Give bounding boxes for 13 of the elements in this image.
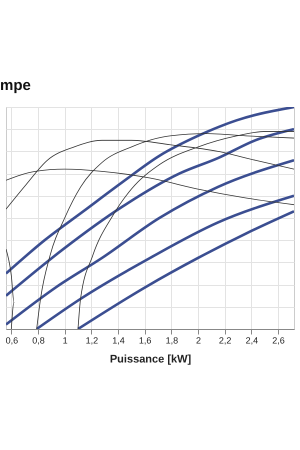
x-tick-label: 2,6 [272, 336, 285, 346]
x-tick-label: 1,8 [166, 336, 178, 346]
x-tick-label: 1,2 [86, 336, 98, 346]
x-tick-label: 1,6 [138, 336, 152, 346]
chart-title: mpe [0, 77, 31, 94]
x-tick-label: 2,2 [218, 336, 232, 346]
x-tick-label: 0,6 [6, 336, 18, 346]
x-tick-label: 1,4 [112, 336, 125, 346]
x-tick-label: 2,4 [246, 336, 258, 346]
x-tick-label: 0,8 [32, 336, 45, 346]
x-tick-label: 2 [196, 336, 202, 346]
x-tick-label: 1 [62, 336, 68, 346]
x-axis-title: Puissance [kW] [110, 354, 192, 366]
